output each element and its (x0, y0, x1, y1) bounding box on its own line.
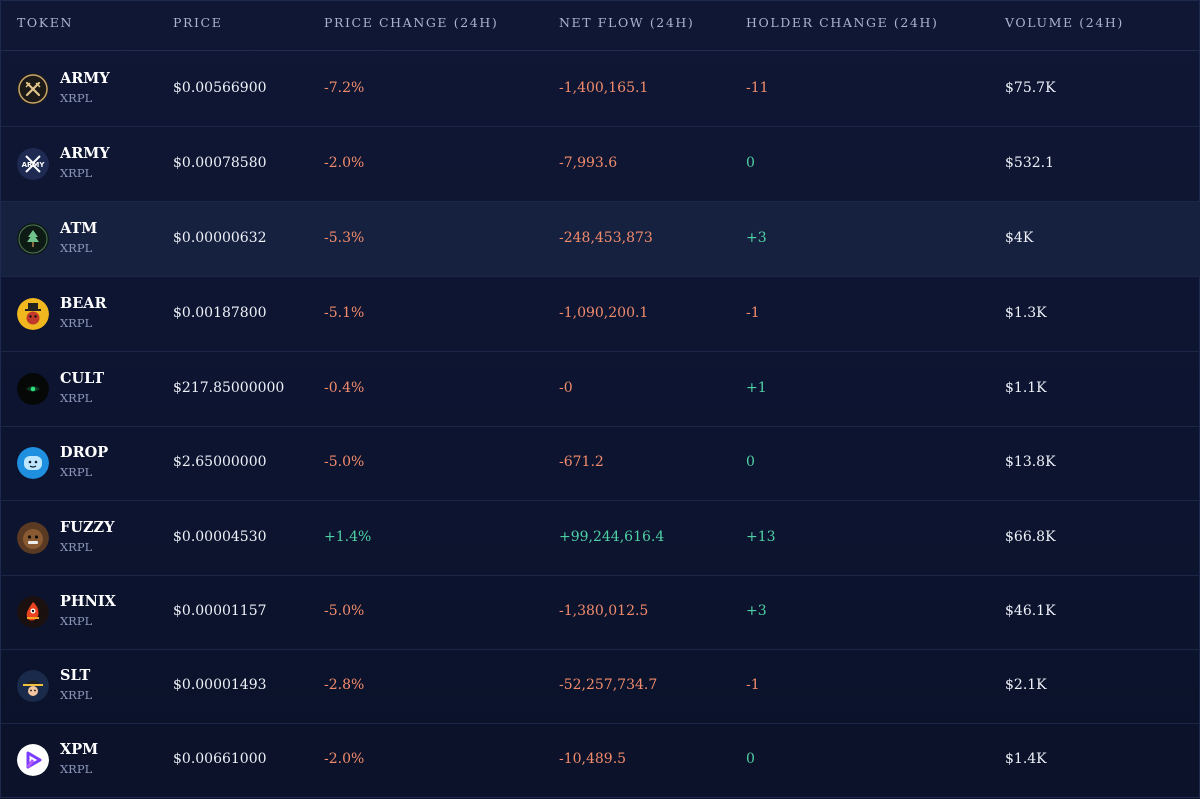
xpm-triangle-logo-icon (17, 744, 49, 776)
holder-change-value: +3 (746, 230, 767, 246)
table-row[interactable]: ARMY XRPL $0.00566900 -7.2% -1,400,165.1… (1, 52, 1200, 127)
net-flow-value: -10,489.5 (559, 751, 627, 767)
price-change-value: -5.1% (324, 305, 365, 321)
holder-change-value: +3 (746, 603, 767, 619)
token-name: CULT (60, 370, 104, 387)
crossed-swords-logo-icon (17, 73, 49, 105)
price-value: $0.00001493 (173, 677, 267, 693)
header-net-flow[interactable]: NET FLOW (24H) (559, 15, 695, 30)
blue-drop-face-logo-icon (17, 447, 49, 479)
table-row[interactable]: CULT XRPL $217.85000000 -0.4% -0 +1 $1.1… (1, 352, 1200, 427)
net-flow-value: -7,993.6 (559, 155, 618, 171)
header-token[interactable]: TOKEN (17, 15, 73, 30)
net-flow-value: -248,453,873 (559, 230, 653, 246)
holder-change-value: -1 (746, 305, 760, 321)
holder-change-value: 0 (746, 155, 755, 171)
price-value: $0.00661000 (173, 751, 267, 767)
volume-value: $532.1 (1005, 155, 1054, 171)
fuzzy-bear-logo-icon (17, 522, 49, 554)
net-flow-value: -52,257,734.7 (559, 677, 658, 693)
price-change-value: -2.0% (324, 155, 365, 171)
holder-change-value: +1 (746, 380, 767, 396)
tree-logo-icon (17, 223, 49, 255)
table-header: TOKEN PRICE PRICE CHANGE (24H) NET FLOW … (1, 1, 1200, 51)
volume-value: $75.7K (1005, 80, 1056, 96)
table-row[interactable]: ATM XRPL $0.00000632 -5.3% -248,453,873 … (1, 202, 1200, 277)
token-chain: XRPL (60, 91, 93, 105)
price-change-value: -5.0% (324, 603, 365, 619)
token-name: ATM (60, 220, 98, 237)
holder-change-value: -1 (746, 677, 760, 693)
token-name: DROP (60, 444, 109, 461)
volume-value: $1.1K (1005, 380, 1047, 396)
table-row[interactable]: BEAR XRPL $0.00187800 -5.1% -1,090,200.1… (1, 277, 1200, 352)
net-flow-value: -671.2 (559, 454, 604, 470)
holder-change-value: +13 (746, 529, 776, 545)
token-chain: XRPL (60, 316, 93, 330)
token-name: PHNIX (60, 593, 116, 610)
price-value: $0.00001157 (173, 603, 267, 619)
svg-text:ARMY: ARMY (22, 161, 46, 169)
net-flow-value: -1,090,200.1 (559, 305, 649, 321)
token-chain: XRPL (60, 241, 93, 255)
volume-value: $13.8K (1005, 454, 1056, 470)
table-row[interactable]: XPM XRPL $0.00661000 -2.0% -10,489.5 0 $… (1, 723, 1200, 799)
price-value: $2.65000000 (173, 454, 267, 470)
price-change-value: -2.8% (324, 677, 365, 693)
price-value: $0.00078580 (173, 155, 267, 171)
net-flow-value: -1,380,012.5 (559, 603, 649, 619)
price-change-value: -2.0% (324, 751, 365, 767)
volume-value: $66.8K (1005, 529, 1056, 545)
volume-value: $2.1K (1005, 677, 1047, 693)
token-chain: XRPL (60, 166, 93, 180)
eye-logo-icon (17, 373, 49, 405)
price-value: $0.00000632 (173, 230, 267, 246)
header-price[interactable]: PRICE (173, 15, 223, 30)
price-value: $0.00187800 (173, 305, 267, 321)
price-value: $0.00004530 (173, 529, 267, 545)
volume-value: $4K (1005, 230, 1034, 246)
table-row[interactable]: FUZZY XRPL $0.00004530 +1.4% +99,244,616… (1, 501, 1200, 576)
token-name: BEAR (60, 295, 107, 312)
token-name: FUZZY (60, 519, 115, 536)
holder-change-value: 0 (746, 751, 755, 767)
table-row[interactable]: DROP XRPL $2.65000000 -5.0% -671.2 0 $13… (1, 426, 1200, 501)
token-name: ARMY (60, 70, 110, 87)
net-flow-value: -0 (559, 380, 573, 396)
bear-hat-logo-icon (17, 298, 49, 330)
holder-change-value: 0 (746, 454, 755, 470)
volume-value: $1.4K (1005, 751, 1047, 767)
army-xrp-logo-icon: ARMY (17, 148, 49, 180)
header-volume[interactable]: VOLUME (24H) (1005, 15, 1124, 30)
token-chain: XRPL (60, 762, 93, 776)
volume-value: $1.3K (1005, 305, 1047, 321)
price-change-value: -0.4% (324, 380, 365, 396)
holder-change-value: -11 (746, 80, 769, 96)
token-name: ARMY (60, 145, 110, 162)
price-change-value: +1.4% (324, 529, 372, 545)
token-chain: XRPL (60, 391, 93, 405)
price-value: $0.00566900 (173, 80, 267, 96)
net-flow-value: -1,400,165.1 (559, 80, 649, 96)
token-name: XPM (60, 741, 99, 758)
cap-character-logo-icon (17, 670, 49, 702)
header-holder-change[interactable]: HOLDER CHANGE (24H) (746, 15, 939, 30)
token-chain: XRPL (60, 465, 93, 479)
price-value: $217.85000000 (173, 380, 285, 396)
table-row[interactable]: ARMY ARMY XRPL $0.00078580 -2.0% -7,993.… (1, 127, 1200, 202)
table-row[interactable]: SLT XRPL $0.00001493 -2.8% -52,257,734.7… (1, 649, 1200, 724)
price-change-value: -5.0% (324, 454, 365, 470)
net-flow-value: +99,244,616.4 (559, 529, 665, 545)
token-chain: XRPL (60, 688, 93, 702)
token-name: SLT (60, 667, 91, 684)
price-change-value: -7.2% (324, 80, 365, 96)
header-price-change[interactable]: PRICE CHANGE (24H) (324, 15, 499, 30)
volume-value: $46.1K (1005, 603, 1056, 619)
token-chain: XRPL (60, 614, 93, 628)
price-change-value: -5.3% (324, 230, 365, 246)
token-chain: XRPL (60, 540, 93, 554)
phoenix-logo-icon (17, 596, 49, 628)
table-row[interactable]: PHNIX XRPL $0.00001157 -5.0% -1,380,012.… (1, 575, 1200, 650)
